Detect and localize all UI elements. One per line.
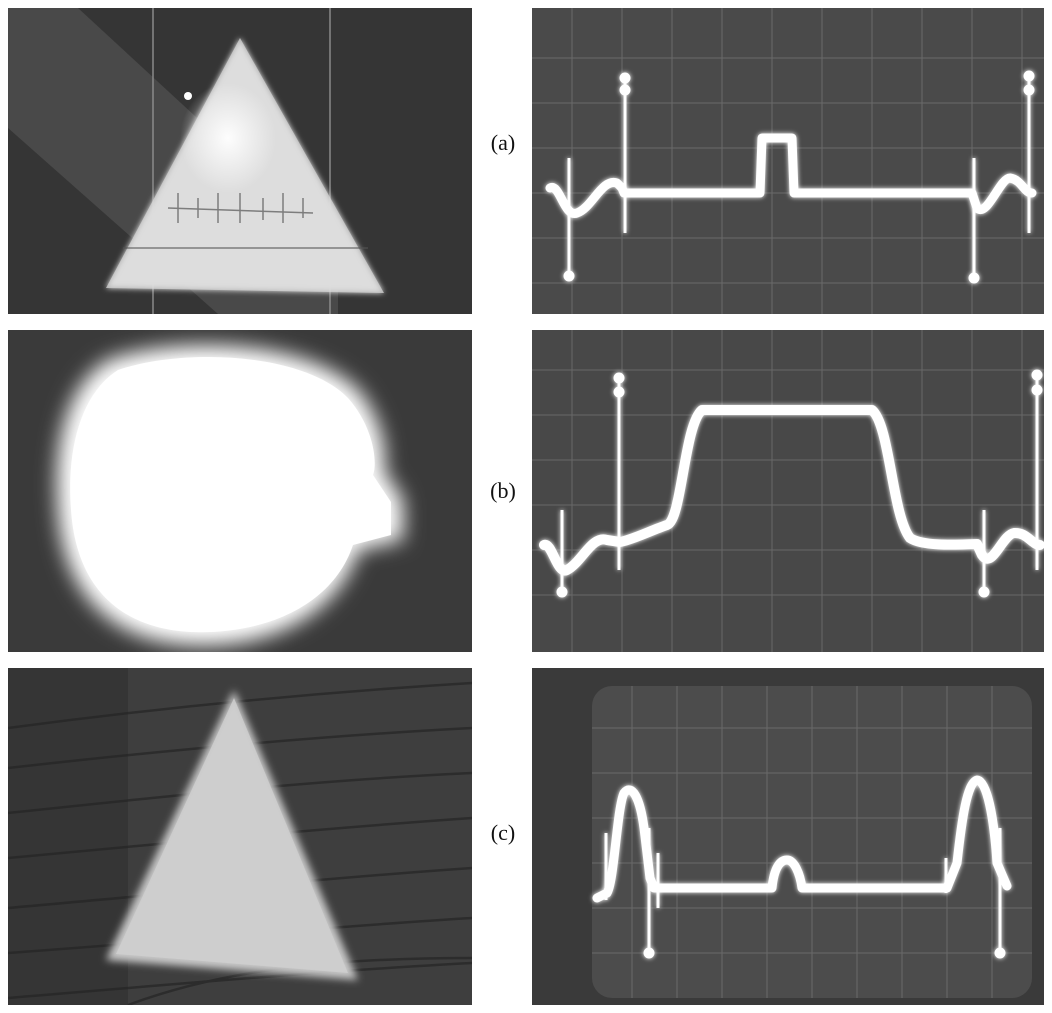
image-panel-b [8,330,472,652]
oscilloscope-panel-a [532,8,1044,314]
image-panel-a [8,8,472,314]
panel-label-a: (a) [490,130,516,155]
oscilloscope-panel-c [532,668,1044,1005]
panel-label-c: (c) [490,820,516,845]
oscilloscope-panel-b [532,330,1044,652]
panel-label-b: (b) [490,478,516,503]
image-panel-c [8,668,472,1005]
